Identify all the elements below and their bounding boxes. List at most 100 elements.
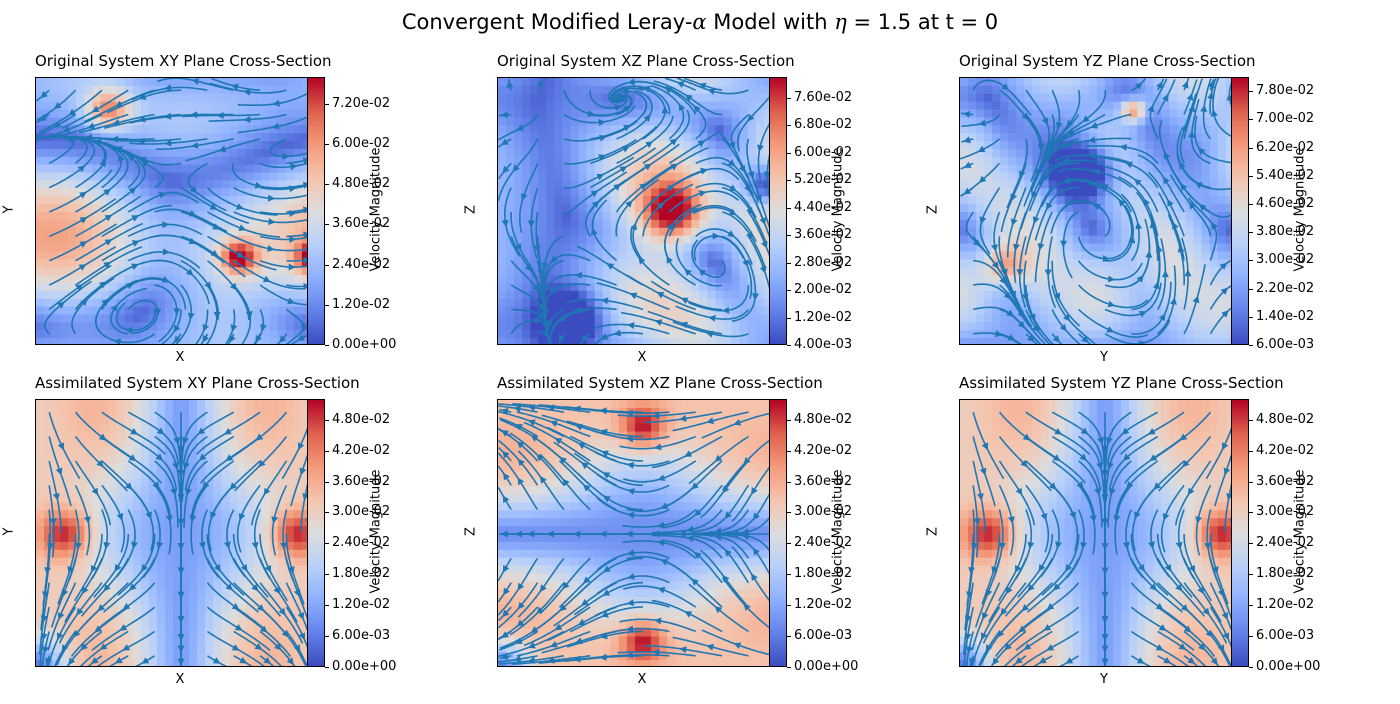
heatmap-cell (285, 267, 295, 276)
heatmap-cell (707, 243, 717, 253)
streamline-arrow (115, 100, 123, 107)
heatmap-cell (1000, 204, 1009, 213)
heatmap-cell (691, 235, 700, 245)
heatmap-cell (293, 267, 303, 276)
heatmap-cell (132, 148, 142, 158)
streamline-arrow (1219, 262, 1228, 270)
heatmap-cell (731, 93, 741, 103)
heatmap-cell (659, 251, 668, 260)
heatmap-cell (140, 652, 150, 661)
heatmap-cell (156, 589, 166, 598)
heatmap-cell (1177, 298, 1187, 308)
heatmap-cell (626, 164, 636, 174)
heatmap-cell (301, 172, 311, 182)
panel-original-yz: Original System YZ Plane Cross-Section Y… (924, 52, 1344, 382)
heatmap-cell (1056, 282, 1066, 292)
heatmap-cell (52, 196, 61, 205)
heatmap-cell (1201, 196, 1211, 205)
heatmap-cell (546, 180, 555, 189)
heatmap-cell (285, 227, 295, 237)
heatmap-cell (618, 180, 628, 189)
heatmap-cell (52, 78, 61, 87)
heatmap-cell (205, 101, 214, 111)
heatmap-cell (1072, 267, 1082, 276)
heatmap-cell (52, 518, 61, 527)
heatmap-cell (1153, 219, 1162, 229)
heatmap-cell (60, 455, 69, 464)
heatmap-cell (594, 219, 604, 229)
heatmap-cell (52, 502, 61, 511)
heatmap-cell (1225, 275, 1235, 284)
streamline-arrow (623, 124, 631, 132)
heatmap-cell (1177, 196, 1187, 205)
heatmap-cell (52, 314, 61, 323)
heatmap-cell (651, 101, 660, 111)
heatmap-cell (1137, 101, 1146, 111)
heatmap-cell (610, 125, 620, 134)
heatmap-cell (132, 125, 142, 134)
heatmap-cell (739, 290, 749, 300)
heatmap-cell (1121, 298, 1130, 308)
heatmap-cell (172, 251, 182, 260)
heatmap-cell (92, 101, 102, 111)
heatmap-cell (1201, 117, 1211, 126)
heatmap-cell (181, 172, 190, 182)
heatmap-cell (156, 172, 166, 182)
heatmap-cell (586, 188, 596, 197)
heatmap-cell (205, 164, 214, 174)
heatmap-cell (707, 156, 717, 166)
heatmap-cell (84, 322, 93, 331)
heatmap-cell (36, 188, 45, 197)
heatmap-cell (237, 156, 247, 166)
streamline-arrow (164, 139, 172, 147)
heatmap-cell (755, 78, 765, 87)
heatmap-cell (76, 636, 85, 645)
streamline-arrow (209, 203, 218, 210)
heatmap-cell (651, 109, 660, 119)
heatmap-cell (76, 502, 85, 511)
heatmap-cell (1088, 306, 1098, 316)
heatmap-plot (35, 77, 325, 345)
heatmap-cell (1008, 133, 1017, 142)
heatmap-cell (602, 251, 612, 260)
heatmap-cell (221, 93, 230, 103)
heatmap-cell (755, 156, 765, 166)
heatmap-cell (522, 156, 531, 166)
heatmap-cell (148, 188, 158, 197)
heatmap-cell (181, 93, 190, 103)
heatmap-cell (36, 510, 45, 519)
heatmap-cell (197, 117, 206, 126)
streamline-arrow (1107, 300, 1116, 308)
heatmap-cell (1129, 275, 1138, 284)
heatmap-cell (205, 322, 214, 331)
streamline-arrow (1170, 297, 1177, 305)
heatmap-cell (1000, 338, 1009, 344)
heatmap-cell (124, 447, 134, 456)
heatmap-cell (1121, 227, 1130, 237)
heatmap-cell (562, 322, 572, 331)
heatmap-cell (124, 518, 134, 527)
heatmap-cell (1096, 196, 1106, 205)
heatmap-cell (715, 251, 725, 260)
heatmap-cell (498, 117, 507, 126)
heatmap-cell (108, 541, 118, 551)
heatmap-cell (643, 322, 652, 331)
heatmap-cell (116, 628, 126, 638)
streamline-arrow (638, 256, 646, 265)
streamline-arrow (213, 312, 221, 319)
heatmap-cell (164, 290, 174, 300)
heatmap-cell (1016, 219, 1026, 229)
heatmap-cell (707, 78, 717, 87)
heatmap-cell (301, 101, 311, 111)
heatmap-cell (1201, 338, 1211, 344)
heatmap-cell (1080, 314, 1090, 323)
heatmap-cell (245, 133, 255, 142)
heatmap-cell (1113, 133, 1122, 142)
heatmap-cell (293, 109, 303, 119)
heatmap-cell (1177, 219, 1187, 229)
heatmap-cell (301, 164, 311, 174)
heatmap-cell (1161, 204, 1171, 213)
heatmap-cell (245, 290, 255, 300)
heatmap-cell (140, 565, 150, 575)
heatmap-cell (610, 314, 620, 323)
